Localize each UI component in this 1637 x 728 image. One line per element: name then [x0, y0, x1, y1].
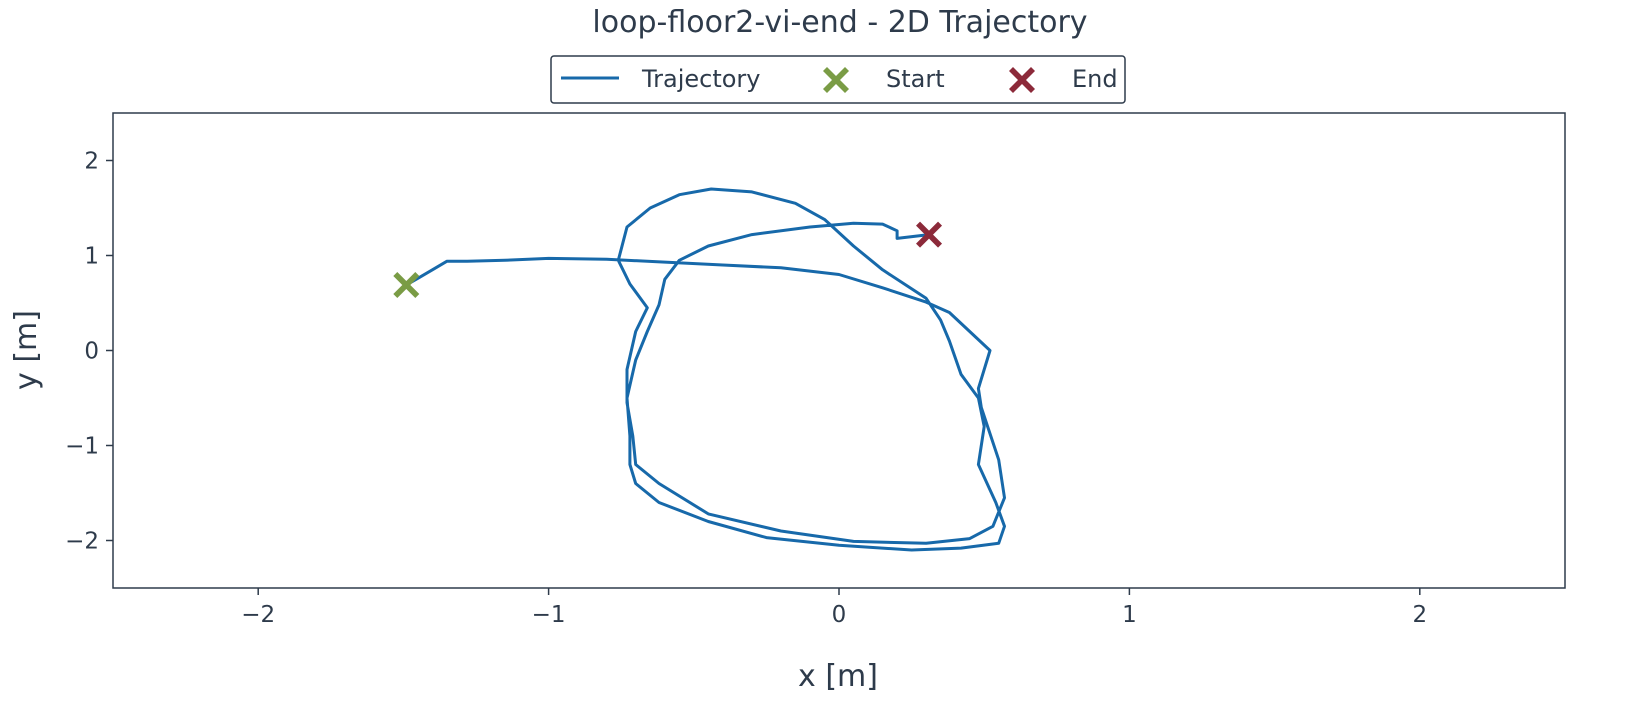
y-tick-label: −2 [65, 529, 99, 555]
chart-title: loop-floor2-vi-end - 2D Trajectory [592, 5, 1087, 40]
y-tick-label: −1 [65, 434, 99, 460]
legend-end-swatch [1009, 67, 1035, 93]
start-marker [393, 271, 420, 298]
x-tick-label: 2 [1412, 602, 1427, 628]
y-tick-label: 0 [84, 339, 99, 365]
plot-area-frame [112, 112, 1566, 589]
y-tick-label: 1 [84, 244, 99, 270]
x-tick-label: −1 [532, 602, 566, 628]
trajectory-series [404, 187, 1006, 552]
y-tick-label: 2 [84, 149, 99, 175]
axis-ticks: −2 −1 0 1 2 −2 −1 0 1 2 [65, 149, 1427, 629]
markers [393, 221, 943, 298]
legend-trajectory-label: Trajectory [641, 65, 761, 93]
end-marker [916, 221, 943, 248]
legend-start-label: Start [886, 65, 945, 93]
legend-end-label: End [1072, 65, 1118, 93]
y-axis-label: y [m] [9, 310, 44, 390]
x-tick-label: 1 [1122, 602, 1137, 628]
trajectory-line [404, 187, 1006, 552]
x-tick-label: −2 [241, 602, 275, 628]
x-tick-label: 0 [832, 602, 847, 628]
legend-start-swatch [823, 67, 849, 93]
legend: Trajectory Start End [550, 55, 1126, 104]
x-axis-label: x [m] [798, 659, 878, 694]
